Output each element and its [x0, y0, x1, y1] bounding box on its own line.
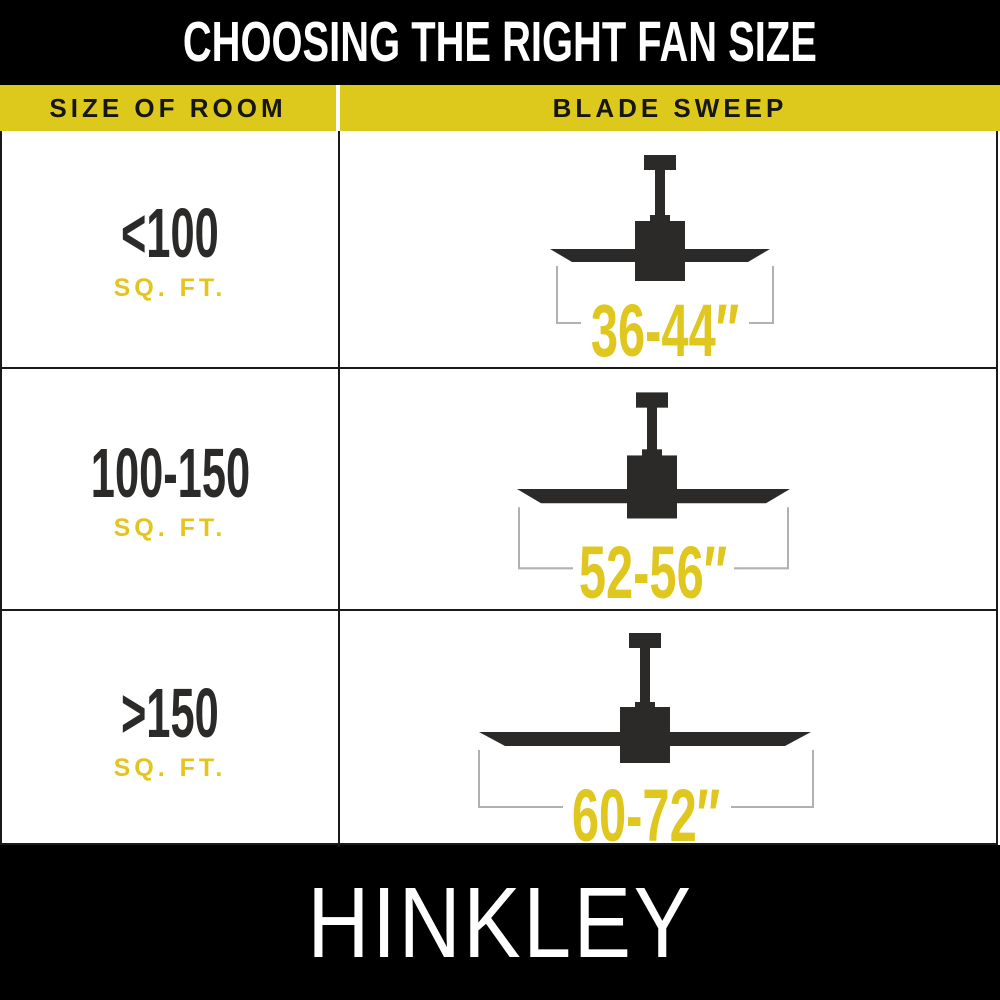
- room-size-value: >150: [121, 673, 219, 752]
- blade-sweep-cell: 52-56″: [340, 369, 996, 614]
- ceiling-fan-icon: [517, 392, 790, 570]
- column-header-row: SIZE OF ROOM BLADE SWEEP: [0, 85, 1000, 131]
- header-bar: CHOOSING THE RIGHT FAN SIZE: [0, 0, 1000, 85]
- room-size-value: <100: [121, 193, 219, 272]
- ceiling-fan-icon: [478, 633, 814, 808]
- column-header-room-cell: SIZE OF ROOM: [0, 85, 336, 131]
- room-size-value: 100-150: [90, 433, 250, 512]
- column-divider: [336, 85, 340, 131]
- blade-sweep-cell: 36-44″: [340, 131, 996, 372]
- page-title: CHOOSING THE RIGHT FAN SIZE: [182, 10, 818, 74]
- column-header-sweep-cell: BLADE SWEEP: [340, 85, 1000, 131]
- brand-logo: HINKLEY: [306, 866, 694, 979]
- blade-sweep-cell: 60-72″: [340, 611, 996, 853]
- measurement-bracket: [518, 507, 789, 570]
- table-row: 100-150 SQ. FT. 5: [2, 369, 996, 611]
- room-size-unit: SQ. FT.: [113, 273, 227, 302]
- table-row: <100 SQ. FT. 36-4: [2, 131, 996, 369]
- room-size-unit: SQ. FT.: [113, 513, 227, 542]
- ceiling-fan-icon: [550, 155, 774, 324]
- measurement-bracket: [478, 750, 814, 808]
- column-header-sweep-label: BLADE SWEEP: [552, 93, 788, 123]
- room-size-cell: 100-150 SQ. FT.: [2, 369, 340, 609]
- room-size-unit: SQ. FT.: [113, 753, 227, 782]
- measurement-bracket: [556, 266, 774, 324]
- room-size-cell: >150 SQ. FT.: [2, 611, 340, 847]
- footer-bar: HINKLEY: [0, 845, 1000, 1000]
- blade-sweep-value: 36-44″: [590, 289, 740, 372]
- table-row: >150 SQ. FT. 60-7: [2, 611, 996, 853]
- fan-size-table: <100 SQ. FT. 36-4: [0, 131, 998, 853]
- room-size-cell: <100 SQ. FT.: [2, 131, 340, 367]
- blade-sweep-value: 52-56″: [578, 531, 728, 614]
- column-header-room-label: SIZE OF ROOM: [49, 93, 287, 123]
- blade-sweep-value: 60-72″: [571, 774, 721, 857]
